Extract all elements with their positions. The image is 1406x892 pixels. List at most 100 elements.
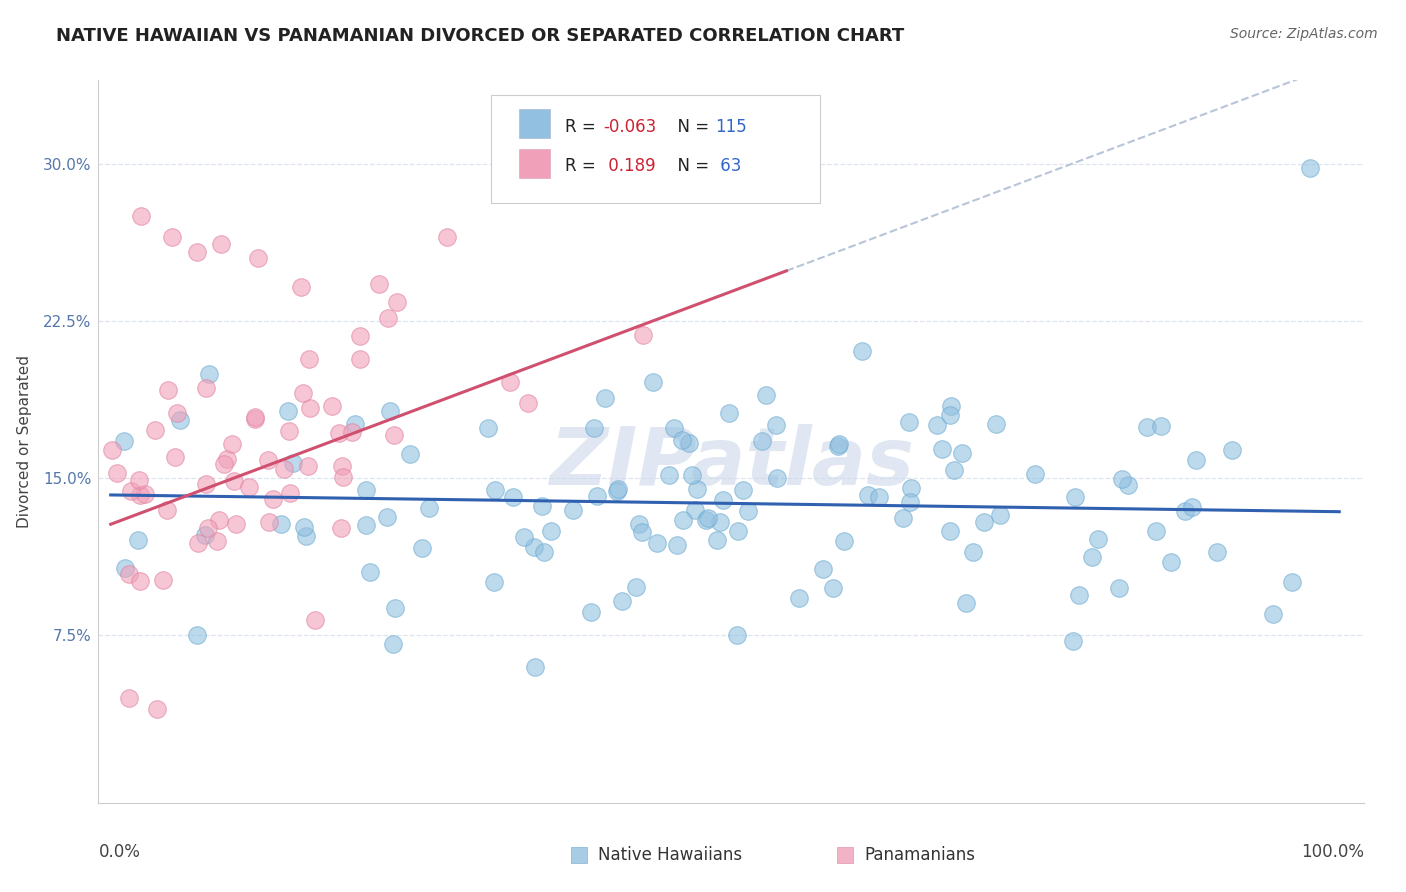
Point (340, 425, 363, 439)
Point (205, 534, 228, 549)
Point (531, 499, 554, 513)
Point (477, 421, 499, 435)
Point (1144, 524, 1167, 539)
Point (1087, 533, 1109, 547)
Point (962, 545, 984, 559)
Point (238, 479, 260, 493)
Point (927, 418, 949, 433)
Point (298, 351, 321, 366)
Point (129, 574, 152, 588)
Point (540, 524, 562, 539)
Text: N =: N = (666, 119, 714, 136)
Text: -0.063: -0.063 (603, 119, 657, 136)
Point (832, 533, 855, 548)
Point (143, 423, 166, 437)
Text: N =: N = (666, 156, 714, 175)
Text: 0.189: 0.189 (603, 156, 657, 175)
Point (399, 447, 422, 461)
Point (645, 536, 668, 550)
Point (630, 525, 652, 540)
Point (624, 580, 647, 594)
Point (766, 471, 789, 485)
Point (105, 466, 128, 480)
Point (330, 521, 353, 535)
Point (344, 417, 367, 431)
Point (523, 659, 546, 673)
Point (1136, 419, 1159, 434)
Point (897, 416, 920, 430)
Point (1261, 607, 1284, 621)
Point (950, 446, 973, 460)
Point (678, 436, 700, 450)
Point (827, 439, 849, 453)
Point (384, 601, 406, 615)
Point (114, 561, 136, 575)
Point (101, 442, 124, 457)
Y-axis label: Divorced or Separated: Divorced or Separated (17, 355, 32, 528)
Point (186, 245, 208, 260)
Point (368, 277, 391, 291)
Point (375, 510, 398, 524)
Point (685, 482, 707, 496)
Point (931, 442, 953, 457)
Text: 63: 63 (714, 156, 741, 175)
Text: R =: R = (565, 119, 602, 136)
FancyBboxPatch shape (491, 95, 820, 203)
Text: Native Hawaiians: Native Hawaiians (599, 846, 742, 863)
Point (517, 396, 540, 410)
Point (217, 451, 239, 466)
Text: ZIPatlas: ZIPatlas (548, 425, 914, 502)
Point (354, 518, 377, 533)
Point (257, 515, 280, 529)
Point (973, 515, 995, 529)
Point (194, 527, 217, 541)
Point (321, 399, 343, 413)
Point (939, 524, 962, 538)
Point (378, 403, 401, 417)
Point (197, 521, 219, 535)
Point (1069, 588, 1091, 602)
Point (247, 252, 270, 266)
Point (163, 450, 186, 464)
Point (612, 594, 634, 608)
Point (984, 417, 1007, 432)
Point (681, 468, 703, 483)
Point (411, 541, 433, 555)
Text: R =: R = (565, 156, 602, 175)
Point (583, 420, 606, 434)
Point (208, 513, 231, 527)
Point (821, 582, 844, 596)
Point (166, 406, 188, 420)
Point (633, 328, 655, 343)
Point (277, 404, 299, 418)
Text: Source: ZipAtlas.com: Source: ZipAtlas.com (1230, 27, 1378, 41)
Point (356, 483, 378, 497)
Point (562, 502, 585, 516)
Point (662, 421, 685, 435)
Point (579, 605, 602, 619)
Point (755, 388, 778, 402)
Point (787, 591, 810, 606)
Point (332, 469, 354, 483)
Point (186, 628, 208, 642)
Point (641, 375, 664, 389)
Point (225, 517, 247, 532)
Point (146, 701, 169, 715)
Text: 115: 115 (714, 119, 747, 136)
Point (1150, 418, 1173, 433)
Point (606, 483, 628, 498)
Point (436, 230, 458, 244)
Point (187, 535, 209, 549)
Point (222, 475, 245, 489)
Point (221, 437, 243, 451)
Point (1116, 478, 1139, 492)
Point (711, 492, 734, 507)
Point (665, 538, 688, 552)
Point (273, 462, 295, 476)
Point (737, 504, 759, 518)
Point (683, 503, 706, 517)
Point (127, 533, 149, 547)
Point (1206, 545, 1229, 559)
Point (129, 488, 152, 502)
Text: Panamanians: Panamanians (863, 846, 974, 863)
